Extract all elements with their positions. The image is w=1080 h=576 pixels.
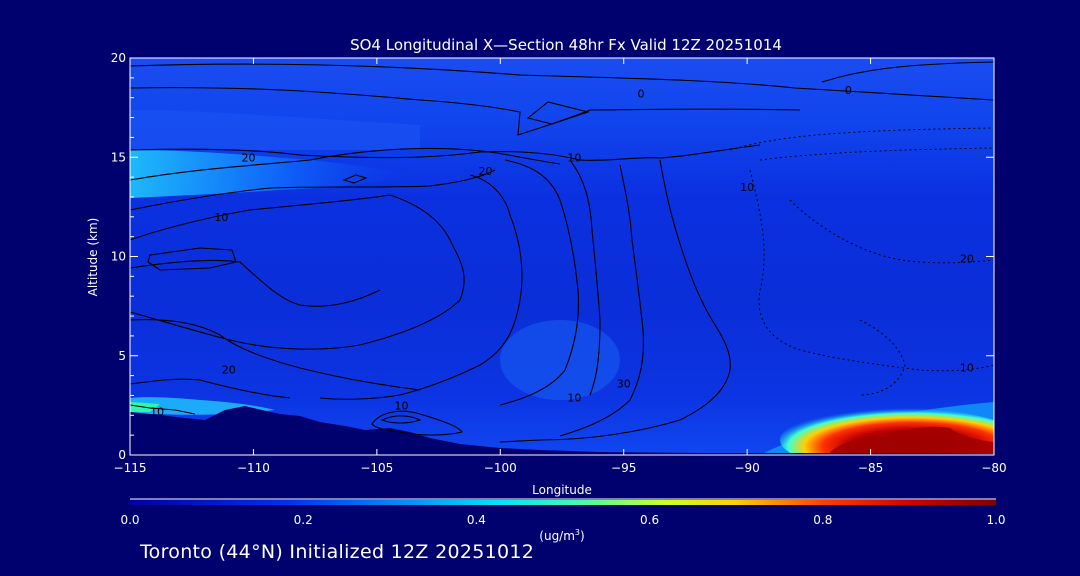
- contour-line-30-east: [559, 164, 644, 437]
- colorbar-tick-label: 0.4: [467, 513, 486, 527]
- contour-line-40: [569, 159, 601, 396]
- contour-neg-mid: [749, 169, 994, 372]
- colorbar-units: (ug/m3): [539, 528, 584, 543]
- colorbar-gradient: [130, 500, 996, 505]
- y-tick-label: 20: [111, 51, 126, 65]
- contour-label: 10: [740, 181, 754, 194]
- contour-line-0-east: [821, 61, 994, 83]
- colorbar-tick-label: 1.0: [986, 513, 1005, 527]
- contour-label: 10: [960, 362, 974, 375]
- colorbar-ticks: 0.0 0.2 0.4 0.6 0.8 1.0: [120, 513, 1005, 527]
- contour-label: 10: [567, 151, 581, 164]
- x-tick-label: −100: [484, 461, 517, 475]
- colorbar-tick-label: 0.2: [294, 513, 313, 527]
- y-axis: 0 5 10 15 20: [111, 51, 994, 462]
- contour-label: 10: [395, 399, 409, 412]
- footer-title: Toronto (44°N) Initialized 12Z 20251012: [140, 541, 535, 563]
- contour-label: 0: [637, 88, 644, 101]
- contour-line-0-top: [130, 63, 994, 101]
- surface-east-core: [830, 426, 994, 455]
- contour-line-20-upper: [130, 147, 561, 181]
- contour-neg-upper: [729, 127, 994, 151]
- contour-line-20-low: [130, 319, 421, 391]
- contour-line-0-upper: [130, 87, 801, 136]
- terrain-mask: [130, 406, 994, 455]
- upper-band-high-conc: [130, 150, 420, 198]
- contour-lines: [130, 61, 994, 443]
- contour-label: 20: [960, 252, 974, 265]
- contour-label: 30: [617, 378, 631, 391]
- contour-line-10-upper: [130, 144, 761, 161]
- contour-label: 20: [222, 364, 236, 377]
- contour-closed-low-inner: [380, 415, 422, 424]
- colorbar-tick-label: 0.0: [120, 513, 139, 527]
- y-axis-label: Altitude (km): [86, 218, 100, 297]
- y-tick-label: 15: [111, 150, 126, 164]
- contour-line-10-surface: [130, 404, 196, 415]
- concentration-field: [130, 58, 994, 455]
- contour-line-10-low: [130, 378, 291, 399]
- y-tick-label: 0: [118, 448, 126, 462]
- contour-line-20-b: [130, 169, 496, 211]
- x-axis: −115 −110 −105 −100 −95 −90 −85 −80: [114, 58, 1007, 475]
- x-tick-label: −110: [237, 461, 270, 475]
- contour-closed-low: [371, 410, 463, 436]
- x-tick-label: −85: [858, 461, 883, 475]
- contour-labels: 0 0 20 10 20 10 10 20 20 30 10 10 10 10: [150, 84, 974, 419]
- contour-closed-west: [147, 247, 237, 271]
- contour-neg-mid-b: [789, 199, 994, 264]
- y-tick-label: 10: [111, 250, 126, 264]
- contour-label: 0: [845, 84, 852, 97]
- contour-label: 10: [214, 211, 228, 224]
- colorbar-tick-label: 0.8: [813, 513, 832, 527]
- contour-line-30-b: [130, 259, 381, 307]
- x-axis-label: Longitude: [532, 483, 592, 497]
- colorbar-tick-label: 0.6: [640, 513, 659, 527]
- contour-label: 20: [478, 165, 492, 178]
- midlevel-blob: [500, 320, 620, 400]
- contour-line-30-loop: [130, 194, 465, 350]
- contour-closed-small: [342, 174, 368, 184]
- contour-closed-upper: [526, 101, 590, 125]
- upper-band-mid: [130, 110, 420, 150]
- contour-neg-upper-b: [759, 147, 994, 161]
- contour-label: 20: [241, 151, 255, 164]
- x-tick-label: −105: [360, 461, 393, 475]
- y-tick-label: 5: [118, 349, 126, 363]
- contour-label: 10: [567, 391, 581, 404]
- contour-label: 10: [150, 405, 164, 418]
- contour-line-20-mid: [319, 174, 523, 400]
- x-tick-label: −115: [114, 461, 147, 475]
- contour-neg-lower: [859, 319, 906, 396]
- contour-line-30-mid: [499, 159, 579, 406]
- contour-line-10-east: [499, 159, 731, 443]
- chart-title: SO4 Longitudinal X—Section 48hr Fx Valid…: [350, 36, 782, 54]
- x-tick-label: −90: [734, 461, 759, 475]
- colorbar: 0.0 0.2 0.4 0.6 0.8 1.0 (ug/m3): [120, 498, 1006, 543]
- x-tick-label: −95: [611, 461, 636, 475]
- x-tick-label: −80: [981, 461, 1006, 475]
